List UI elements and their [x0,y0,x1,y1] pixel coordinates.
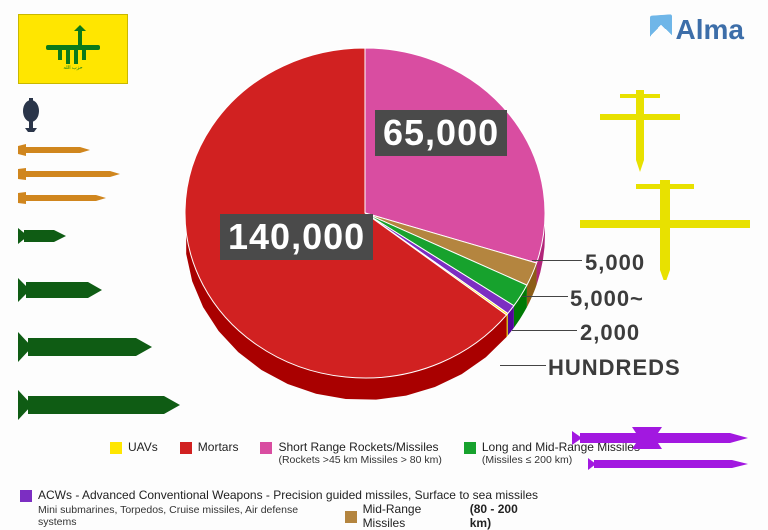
legend-item-mortars: Mortars [180,440,239,454]
legend-label: Short Range Rockets/Missiles [278,440,441,454]
label-short-range: 65,000 [375,110,507,156]
legend-swatch [110,442,122,454]
drone-icons [580,80,750,280]
label-acw: 2,000 [580,320,640,346]
legend-sublabel: (Rockets >45 km Missiles > 80 km) [278,454,441,466]
legend-label: UAVs [128,440,158,454]
leader-line [522,296,568,297]
legend-label: Mortars [198,440,239,454]
hezbollah-flag: حزب الله [18,14,128,84]
legend-swatch [20,490,32,502]
missile-s1-icon [18,216,180,256]
missile-xl1-icon [18,382,180,428]
alma-logo: Alma [650,14,744,46]
legend-label: Mid-Range Missiles [363,502,464,530]
legend-item-acw: ACWs - Advanced Conventional Weapons - P… [20,488,540,530]
legend-swatch [464,442,476,454]
mortar-bomb-icon [18,98,180,132]
leader-line [512,330,577,331]
left-silhouettes [18,98,180,428]
rocket-med1-icon [18,168,180,180]
cruise-missile-1-icon [572,427,748,449]
missile-l1-icon [18,324,180,370]
legend-item-short-range: Short Range Rockets/Missiles (Rockets >4… [260,440,441,466]
legend-item-uav: UAVs [110,440,158,454]
label-long-mid: 5,000~ [570,286,644,312]
svg-text:حزب الله: حزب الله [63,65,82,71]
legend-row-2: ACWs - Advanced Conventional Weapons - P… [20,488,750,530]
legend-label: ACWs - Advanced Conventional Weapons - P… [38,488,540,502]
alma-text: Alma [676,14,744,46]
legend-sublabel: Mini submarines, Torpedos, Cruise missil… [38,504,331,528]
alma-map-icon [650,14,672,46]
missile-m1-icon [18,268,180,312]
leader-line [532,260,582,261]
rocket-small-icon [18,144,180,156]
bottom-right-silhouettes [572,427,748,473]
legend-swatch [345,511,357,523]
legend-swatch [260,442,272,454]
flag-emblem-icon: حزب الله [38,23,108,74]
pie-chart [175,18,555,398]
legend-swatch [180,442,192,454]
label-uav: HUNDREDS [548,355,681,381]
label-mortars: 140,000 [220,214,373,260]
cruise-missile-2-icon [588,455,748,473]
legend-suffix: (80 - 200 km) [470,502,540,530]
leader-line [500,365,546,366]
rocket-med2-icon [18,192,180,204]
infographic-root: حزب الله Alma [0,0,768,529]
